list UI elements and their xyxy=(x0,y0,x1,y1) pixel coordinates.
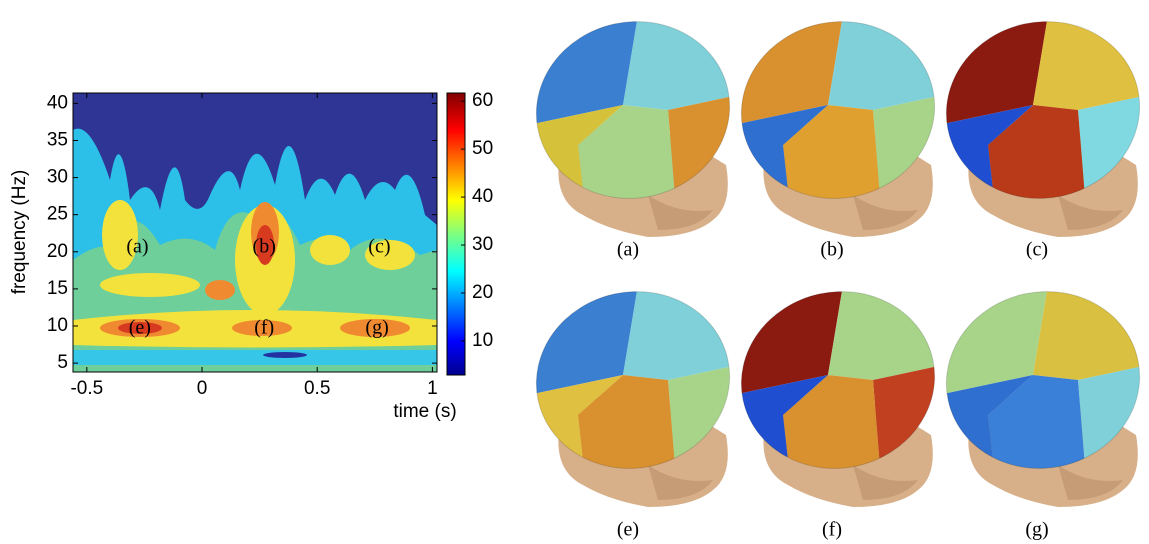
head-render xyxy=(930,274,1149,507)
scalp-region xyxy=(623,15,738,110)
figure: -0.500.51510152025303540102030405060(a)(… xyxy=(0,0,1149,544)
y-tick-label: 35 xyxy=(47,130,68,151)
panel-caption: (c) xyxy=(1026,239,1048,261)
scalp-region xyxy=(623,285,738,380)
annotation: (c) xyxy=(368,236,390,258)
x-tick-label: 0.5 xyxy=(304,378,330,399)
colorbar-tick-label: 60 xyxy=(472,90,493,111)
x-tick-label: 0 xyxy=(197,378,208,399)
panel-caption: (a) xyxy=(617,239,639,261)
x-tick-label: 1 xyxy=(427,378,438,399)
x-axis-label: time (s) xyxy=(393,401,456,422)
annotation: (f) xyxy=(254,317,274,339)
y-tick-label: 10 xyxy=(47,315,68,336)
colorbar-tick-label: 50 xyxy=(472,138,493,159)
scalp-region xyxy=(828,285,943,380)
colorbar-tick-label: 40 xyxy=(472,186,493,207)
y-tick-label: 40 xyxy=(47,92,68,113)
head-render xyxy=(725,274,951,507)
annotation: (a) xyxy=(126,236,148,258)
colorbar xyxy=(447,93,465,375)
y-tick-label: 15 xyxy=(47,278,68,299)
y-tick-label: 30 xyxy=(47,167,68,188)
panel-caption: (f) xyxy=(822,519,842,541)
y-tick-label: 25 xyxy=(47,204,68,225)
head-render xyxy=(520,4,746,237)
y-tick-label: 20 xyxy=(47,241,68,262)
scalp-region xyxy=(1033,15,1148,110)
scalp-region xyxy=(828,15,943,110)
panel-caption: (e) xyxy=(617,519,639,541)
colorbar-tick-label: 30 xyxy=(472,234,493,255)
head-render xyxy=(930,4,1149,237)
y-axis-label: frequency (Hz) xyxy=(9,170,30,295)
annotation: (b) xyxy=(253,236,276,258)
panel-caption: (g) xyxy=(1025,519,1048,541)
colorbar-tick-label: 20 xyxy=(472,282,493,303)
head-render xyxy=(520,274,746,507)
panel-caption: (b) xyxy=(820,239,843,261)
x-tick-label: -0.5 xyxy=(70,378,103,399)
annotation: (e) xyxy=(129,317,151,339)
colorbar-tick-label: 10 xyxy=(472,330,493,351)
y-tick-label: 5 xyxy=(57,352,68,373)
annotation: (g) xyxy=(365,317,388,339)
head-render xyxy=(725,4,951,237)
scalp-region xyxy=(1033,285,1148,380)
